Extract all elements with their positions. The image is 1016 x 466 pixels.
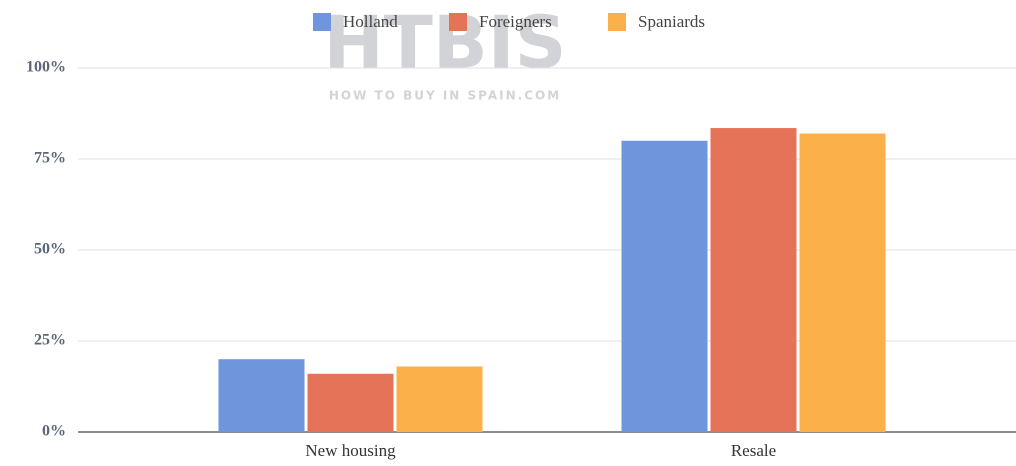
legend-swatch bbox=[313, 13, 331, 31]
y-tick-label: 0% bbox=[42, 423, 66, 440]
x-tick-label: New housing bbox=[305, 441, 396, 460]
legend-label: Holland bbox=[343, 12, 398, 31]
legend-swatch bbox=[449, 13, 467, 31]
y-tick-label: 100% bbox=[26, 59, 66, 76]
x-tick-label: Resale bbox=[731, 441, 776, 460]
legend-label: Spaniards bbox=[638, 12, 705, 31]
bar bbox=[396, 366, 483, 432]
bar bbox=[621, 140, 708, 433]
y-tick-label: 50% bbox=[34, 241, 66, 258]
legend-swatch bbox=[608, 13, 626, 31]
bar bbox=[710, 128, 797, 432]
bar bbox=[307, 373, 394, 432]
bar bbox=[218, 359, 305, 432]
legend-label: Foreigners bbox=[479, 12, 552, 31]
y-tick-label: 25% bbox=[34, 332, 66, 349]
bar bbox=[799, 133, 886, 432]
watermark-logo: HTBIS bbox=[324, 1, 567, 85]
watermark-tagline: HOW TO BUY IN SPAIN.COM bbox=[329, 89, 561, 103]
y-tick-label: 75% bbox=[34, 150, 66, 167]
